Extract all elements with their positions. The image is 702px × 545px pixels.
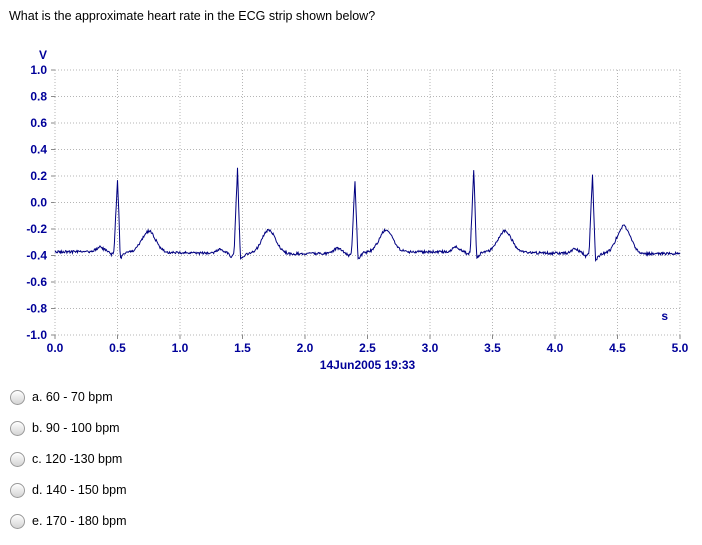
y-tick-label: 0.2 <box>30 169 47 183</box>
radio-button[interactable] <box>10 451 25 467</box>
answer-option-label: d. 140 - 150 bpm <box>32 483 127 497</box>
x-tick-label: 2.5 <box>359 341 376 355</box>
answer-options: a. 60 - 70 bpm b. 90 - 100 bpm c. 120 -1… <box>10 389 127 529</box>
y-tick-label: 0.8 <box>30 90 47 104</box>
x-tick-label: 1.0 <box>172 341 189 355</box>
x-tick-label: 2.0 <box>297 341 314 355</box>
x-tick-label: 4.0 <box>547 341 564 355</box>
y-axis-unit-label: V <box>39 48 47 62</box>
x-tick-label: 1.5 <box>234 341 251 355</box>
x-tick-label: 3.0 <box>422 341 439 355</box>
x-tick-label: 0.0 <box>47 341 64 355</box>
radio-button[interactable] <box>10 513 25 529</box>
x-tick-label: 5.0 <box>672 341 689 355</box>
y-tick-label: 1.0 <box>30 63 47 77</box>
radio-button[interactable] <box>10 389 25 405</box>
answer-option-label: b. 90 - 100 bpm <box>32 421 120 435</box>
answer-option-label: e. 170 - 180 bpm <box>32 514 127 528</box>
radio-button[interactable] <box>10 482 25 498</box>
x-axis-unit-label: s <box>661 309 668 323</box>
answer-option[interactable]: e. 170 - 180 bpm <box>10 513 127 529</box>
chart-caption: 14Jun2005 19:33 <box>320 358 416 372</box>
answer-option[interactable]: c. 120 -130 bpm <box>10 451 127 467</box>
answer-option[interactable]: d. 140 - 150 bpm <box>10 482 127 498</box>
y-tick-label: -1.0 <box>26 328 47 342</box>
x-tick-label: 0.5 <box>109 341 126 355</box>
ecg-chart: 1.00.80.60.40.20.0-0.2-0.4-0.6-0.8-1.00.… <box>26 48 689 372</box>
x-tick-label: 3.5 <box>484 341 501 355</box>
answer-option-label: c. 120 -130 bpm <box>32 452 123 466</box>
y-tick-label: -0.2 <box>26 222 47 236</box>
y-tick-label: 0.4 <box>30 143 47 157</box>
answer-option[interactable]: a. 60 - 70 bpm <box>10 389 127 405</box>
y-tick-label: -0.6 <box>26 275 47 289</box>
y-tick-label: 0.0 <box>30 196 47 210</box>
question-text: What is the approximate heart rate in th… <box>9 9 376 23</box>
ecg-trace <box>54 167 681 263</box>
y-tick-label: -0.4 <box>26 249 47 263</box>
y-tick-label: -0.8 <box>26 302 47 316</box>
y-tick-label: 0.6 <box>30 116 47 130</box>
answer-option[interactable]: b. 90 - 100 bpm <box>10 420 127 436</box>
radio-button[interactable] <box>10 420 25 436</box>
x-tick-label: 4.5 <box>609 341 626 355</box>
answer-option-label: a. 60 - 70 bpm <box>32 390 113 404</box>
